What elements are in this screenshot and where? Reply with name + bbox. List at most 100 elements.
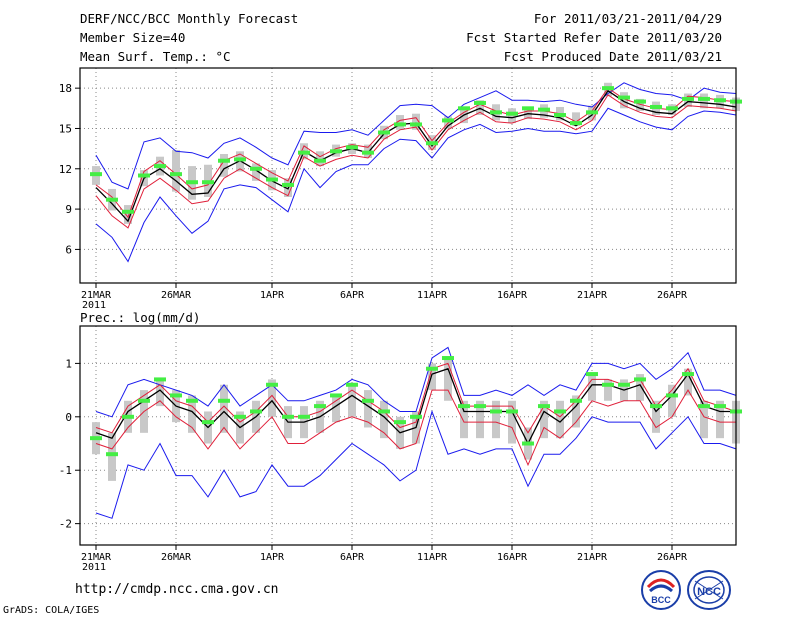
observed-marker xyxy=(522,106,534,111)
spread-box xyxy=(156,379,164,407)
spread-box xyxy=(396,115,404,130)
observed-marker xyxy=(666,393,678,398)
observed-marker xyxy=(346,382,358,387)
spread-box xyxy=(652,400,660,433)
observed-marker xyxy=(490,409,502,414)
observed-marker xyxy=(90,436,102,441)
observed-marker xyxy=(266,382,278,387)
observed-marker xyxy=(298,414,310,419)
observed-marker xyxy=(682,372,694,377)
observed-marker xyxy=(106,452,118,457)
observed-marker xyxy=(90,172,102,177)
x-tick-label: 6APR xyxy=(340,552,365,563)
observed-marker xyxy=(570,121,582,126)
x-tick-label: 26APR xyxy=(657,552,688,563)
spread-box xyxy=(412,113,420,130)
observed-marker xyxy=(714,404,726,409)
observed-marker xyxy=(218,158,230,163)
spread-box xyxy=(588,374,596,401)
spread-box xyxy=(572,395,580,428)
x-tick-year-label: 2011 xyxy=(82,300,106,311)
observed-marker xyxy=(346,145,358,150)
footer-url[interactable]: http://cmdp.ncc.cma.gov.cn xyxy=(75,582,279,597)
chart-title: DERF/NCC/BCC Monthly Forecast xyxy=(80,11,299,26)
observed-marker xyxy=(682,96,694,101)
ncc-logo-text: NCC xyxy=(697,586,721,598)
temp-frame xyxy=(79,67,737,284)
observed-marker xyxy=(602,86,614,91)
observed-marker xyxy=(250,409,262,414)
bcc-logo-icon: BCC xyxy=(641,570,681,610)
observed-marker xyxy=(154,377,166,382)
spread-box xyxy=(380,400,388,439)
forecast-period: For 2011/03/21-2011/04/29 xyxy=(533,11,722,26)
observed-marker xyxy=(378,409,390,414)
observed-marker xyxy=(138,398,150,403)
observed-marker xyxy=(426,141,438,146)
prec-frame xyxy=(79,325,737,546)
observed-marker xyxy=(634,377,646,382)
observed-marker xyxy=(202,180,214,185)
observed-marker xyxy=(426,366,438,371)
observed-marker xyxy=(410,122,422,127)
x-tick-label: 16APR xyxy=(497,290,528,301)
observed-marker xyxy=(602,382,614,387)
spread-box xyxy=(252,163,260,181)
observed-marker xyxy=(410,414,422,419)
observed-marker xyxy=(666,106,678,111)
observed-marker xyxy=(250,166,262,171)
y-tick-label: 12 xyxy=(59,163,72,176)
spread-box xyxy=(108,432,116,481)
spread-box xyxy=(540,400,548,439)
observed-marker xyxy=(394,420,406,425)
observed-marker xyxy=(170,172,182,177)
observed-marker xyxy=(698,404,710,409)
spread-box xyxy=(716,400,724,439)
spread-box xyxy=(700,93,708,109)
y-tick-label: 9 xyxy=(65,203,72,216)
ensemble-max-line xyxy=(95,82,737,190)
y-tick-label: 15 xyxy=(59,122,72,135)
observed-marker xyxy=(234,414,246,419)
y-tick-label: -2 xyxy=(59,518,72,531)
observed-marker xyxy=(458,404,470,409)
forecast-produced-date: Fcst Produced Date 2011/03/21 xyxy=(503,49,722,64)
mean-minus-sd-line xyxy=(95,94,737,229)
spread-box xyxy=(444,358,452,401)
ensemble-max-line xyxy=(95,346,737,418)
y-tick-label: 6 xyxy=(65,243,72,256)
observed-marker xyxy=(474,404,486,409)
observed-marker xyxy=(282,414,294,419)
observed-marker xyxy=(586,372,598,377)
observed-marker xyxy=(442,356,454,361)
x-tick-label: 1APR xyxy=(260,552,285,563)
observed-marker xyxy=(554,409,566,414)
spread-box xyxy=(268,379,276,417)
observed-marker xyxy=(362,150,374,155)
observed-marker xyxy=(570,398,582,403)
observed-marker xyxy=(634,99,646,104)
mean-minus-sd-line xyxy=(95,389,736,467)
spread-box xyxy=(620,92,628,109)
observed-marker xyxy=(122,414,134,419)
observed-marker xyxy=(474,100,486,105)
x-tick-label: 21APR xyxy=(577,552,608,563)
forecast-start-date: Fcst Started Refer Date 2011/03/20 xyxy=(466,30,722,45)
mean-plus-sd-line xyxy=(95,87,737,219)
ensemble-min-line xyxy=(95,107,737,263)
x-tick-label: 6APR xyxy=(340,290,365,301)
x-tick-label: 21MAR xyxy=(81,290,112,301)
observed-marker xyxy=(234,157,246,162)
spread-box xyxy=(604,379,612,401)
observed-marker xyxy=(202,420,214,425)
observed-marker xyxy=(538,107,550,112)
observed-marker xyxy=(154,164,166,169)
spread-box xyxy=(684,368,692,396)
ensemble-min-line xyxy=(95,409,737,519)
observed-marker xyxy=(138,173,150,178)
y-tick-label: 18 xyxy=(59,82,72,95)
observed-marker xyxy=(186,398,198,403)
x-tick-label: 26MAR xyxy=(161,290,192,301)
